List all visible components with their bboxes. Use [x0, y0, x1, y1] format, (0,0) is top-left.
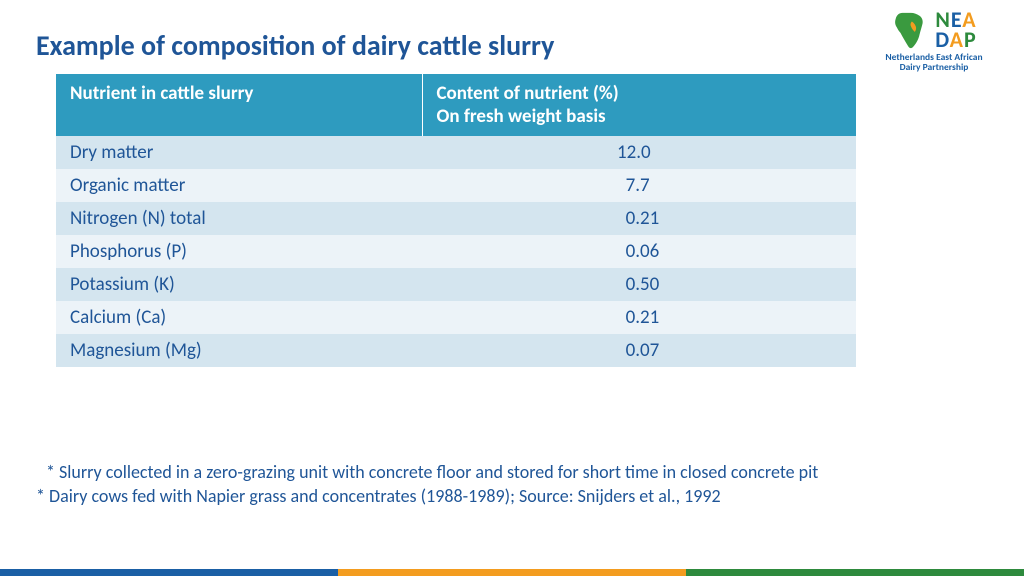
table-row: Potassium (K) 0.50: [56, 268, 856, 301]
nutrient-value: 0.07: [422, 334, 856, 367]
nutrient-name: Phosphorus (P): [56, 235, 422, 268]
nutrient-value: 0.21: [422, 202, 856, 235]
bottom-accent-bar: [0, 569, 1024, 576]
logo-subtitle: Netherlands East African Dairy Partnersh…: [864, 52, 1004, 73]
bar-segment-blue: [0, 569, 338, 576]
nutrient-name: Nitrogen (N) total: [56, 202, 422, 235]
page-title: Example of composition of dairy cattle s…: [36, 28, 554, 63]
table-body: Dry matter12.0 Organic matter 7.7 Nitrog…: [56, 136, 856, 367]
footnotes: * Slurry collected in a zero-grazing uni…: [36, 460, 956, 509]
nutrient-value: 12.0: [422, 136, 856, 169]
col-header-nutrient: Nutrient in cattle slurry: [56, 74, 422, 136]
footnote-1: * Slurry collected in a zero-grazing uni…: [36, 460, 956, 484]
nutrient-value: 0.21: [422, 301, 856, 334]
logo-line2: DAP: [935, 30, 976, 50]
nutrient-value: 0.50: [422, 268, 856, 301]
table-row: Calcium (Ca) 0.21: [56, 301, 856, 334]
nutrient-value: 7.7: [422, 169, 856, 202]
nutrient-name: Calcium (Ca): [56, 301, 422, 334]
nutrient-name: Potassium (K): [56, 268, 422, 301]
nutrient-value: 0.06: [422, 235, 856, 268]
bar-segment-green: [686, 569, 1024, 576]
col-header-content: Content of nutrient (%) On fresh weight …: [422, 74, 856, 136]
table-header-row: Nutrient in cattle slurry Content of nut…: [56, 74, 856, 136]
table-row: Nitrogen (N) total 0.21: [56, 202, 856, 235]
nutrient-name: Dry matter: [56, 136, 422, 169]
africa-icon: [891, 10, 929, 50]
table-row: Organic matter 7.7: [56, 169, 856, 202]
nutrient-name: Magnesium (Mg): [56, 334, 422, 367]
table-row: Magnesium (Mg) 0.07: [56, 334, 856, 367]
footnote-2: * Dairy cows fed with Napier grass and c…: [36, 484, 956, 508]
bar-segment-orange: [338, 569, 686, 576]
brand-logo: NEA DAP Netherlands East African Dairy P…: [864, 10, 1004, 73]
composition-table: Nutrient in cattle slurry Content of nut…: [56, 74, 856, 367]
slide: Example of composition of dairy cattle s…: [0, 0, 1024, 576]
logo-acronym: NEA DAP: [935, 10, 976, 50]
table-row: Dry matter12.0: [56, 136, 856, 169]
nutrient-name: Organic matter: [56, 169, 422, 202]
table-row: Phosphorus (P) 0.06: [56, 235, 856, 268]
logo-top-row: NEA DAP: [864, 10, 1004, 50]
